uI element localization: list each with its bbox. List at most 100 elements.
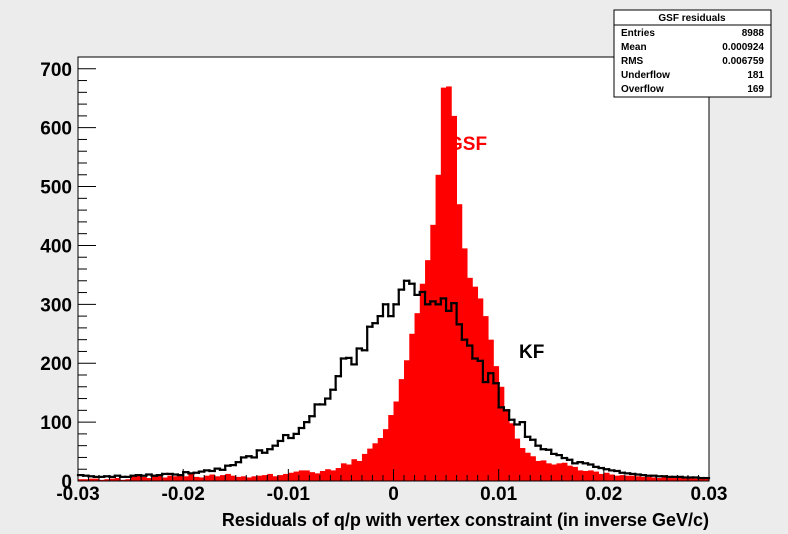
gsf-bin-bar	[425, 260, 431, 481]
gsf-bin-bar	[561, 462, 568, 481]
gsf-bin-bar	[167, 475, 174, 481]
gsf-bin-bar	[645, 476, 652, 481]
gsf-bin-bar	[314, 473, 321, 481]
stats-box: GSF residuals Entries 8988 Mean 0.000924…	[613, 9, 772, 98]
y-tick-label: 300	[40, 295, 72, 316]
gsf-bin-bar	[382, 429, 389, 481]
gsf-bin-bar	[361, 453, 368, 481]
gsf-bin-bar	[588, 470, 594, 481]
gsf-bin-bar	[262, 475, 268, 481]
gsf-bin-bar	[193, 476, 200, 481]
gsf-bin-bar	[524, 452, 531, 481]
gsf-bin-bar	[351, 459, 358, 481]
gsf-series-label: GSF	[448, 134, 487, 155]
gsf-bin-bar	[467, 277, 473, 481]
gsf-bin-bar	[677, 477, 684, 481]
gsf-bin-bar	[114, 478, 121, 481]
x-tick-label: -0.02	[162, 484, 205, 505]
gsf-bin-bar	[582, 470, 589, 481]
gsf-bin-bar	[535, 460, 542, 481]
axes-layer: -0.03 -0.02 -0.01 0 0.01 0.02 0.03 0 100 200 300 40…	[40, 60, 727, 505]
gsf-bin-bar	[551, 464, 557, 481]
gsf-bin-bar	[514, 438, 521, 481]
x-tick-label: 0.01	[480, 484, 517, 505]
gsf-bin-bar	[99, 479, 105, 481]
gsf-bin-bar	[656, 478, 663, 481]
x-tick-label: -0.01	[267, 484, 311, 505]
stats-row-label: Overflow	[621, 84, 664, 95]
gsf-bin-bar	[304, 470, 310, 481]
gsf-bin-bar	[598, 473, 605, 481]
gsf-bin-bar	[603, 472, 610, 481]
x-tick-label: 0.02	[585, 484, 622, 505]
gsf-bin-bar	[319, 470, 326, 481]
gsf-bin-bar	[630, 475, 636, 481]
gsf-bin-bar	[367, 448, 373, 481]
gsf-bin-bar	[461, 248, 468, 481]
gsf-bin-bar	[330, 470, 337, 481]
gsf-bin-bar	[693, 478, 699, 481]
stats-row-value: 0.000924	[722, 42, 764, 53]
gsf-bin-bar	[687, 478, 694, 481]
gsf-bin-bar	[346, 464, 352, 481]
gsf-bin-bar	[430, 224, 436, 481]
gsf-bin-bar	[619, 475, 626, 481]
y-tick-label: 400	[40, 236, 72, 257]
gsf-bin-bar	[414, 313, 421, 481]
gsf-bin-bar	[246, 477, 252, 481]
gsf-bin-bar	[130, 475, 137, 481]
gsf-bin-bar	[162, 477, 168, 481]
stats-box-title: GSF residuals	[658, 13, 726, 24]
gsf-bin-bar	[151, 476, 158, 481]
gsf-bin-bar	[446, 86, 452, 481]
gsf-bin-bar	[104, 479, 110, 481]
gsf-bin-bar	[241, 476, 247, 481]
gsf-bin-bar	[635, 476, 642, 481]
gsf-bin-bar	[198, 477, 205, 481]
gsf-bin-bar	[272, 476, 279, 481]
gsf-bin-bar	[188, 473, 195, 481]
gsf-bin-bar	[567, 465, 573, 481]
gsf-bin-bar	[235, 476, 242, 481]
gsf-bin-bar	[477, 298, 484, 481]
gsf-bin-bar	[393, 401, 400, 481]
gsf-bin-bar	[219, 475, 226, 481]
gsf-bin-bar	[488, 339, 494, 481]
gsf-bin-bar	[109, 478, 116, 481]
gsf-bin-bar	[325, 469, 331, 481]
gsf-bin-bar	[509, 423, 515, 481]
gsf-histogram-layer	[78, 86, 710, 482]
gsf-bin-bar	[283, 473, 289, 481]
gsf-bin-bar	[640, 476, 647, 481]
y-tick-label: 0	[61, 472, 72, 493]
gsf-bin-bar	[209, 474, 216, 481]
gsf-bin-bar	[540, 460, 547, 481]
stats-row-value: 8988	[742, 28, 765, 39]
gsf-bin-bar	[298, 470, 305, 481]
gsf-bin-bar	[503, 409, 510, 481]
gsf-bin-bar	[472, 286, 479, 481]
gsf-bin-bar	[419, 283, 426, 481]
gsf-bin-bar	[409, 333, 415, 481]
y-tick-label: 700	[40, 60, 72, 81]
kf-histogram-layer	[76, 279, 711, 480]
gsf-bin-bar	[682, 478, 689, 481]
gsf-bin-bar	[135, 474, 142, 481]
gsf-bin-bar	[651, 477, 657, 481]
gsf-bin-bar	[388, 415, 394, 481]
gsf-bin-bar	[482, 316, 489, 481]
x-axis-label: Residuals of q/p with vertex constraint …	[222, 510, 709, 530]
y-tick-label: 500	[40, 178, 72, 199]
gsf-bin-bar	[440, 87, 447, 482]
gsf-bin-bar	[456, 204, 463, 481]
y-tick-label: 600	[40, 119, 72, 140]
gsf-bin-bar	[356, 460, 363, 481]
gsf-bin-bar	[277, 475, 284, 481]
stats-row-value: 169	[747, 84, 764, 95]
y-tick-label: 200	[40, 354, 72, 375]
gsf-bin-bar	[309, 472, 316, 481]
gsf-bin-bar	[519, 448, 526, 481]
stats-row-value: 181	[747, 70, 764, 81]
gsf-bin-bar	[593, 471, 599, 481]
gsf-bin-bar	[335, 468, 342, 481]
